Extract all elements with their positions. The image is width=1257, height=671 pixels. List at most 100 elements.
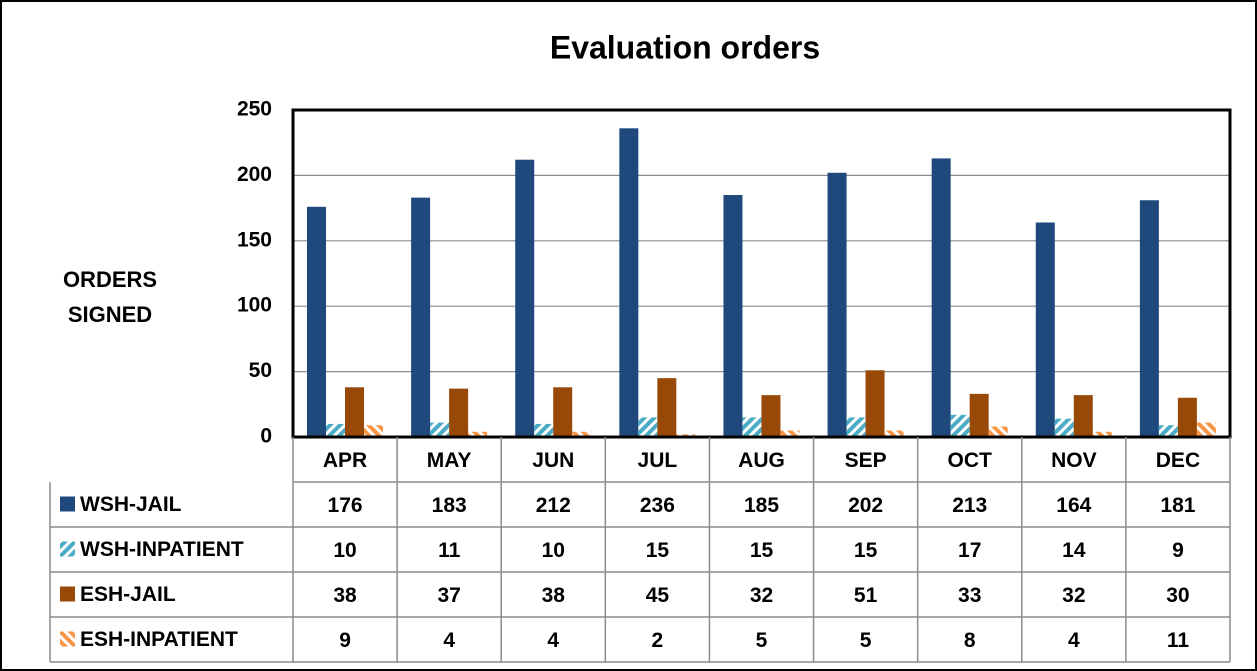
table-value: 181 bbox=[1160, 494, 1195, 517]
bar bbox=[534, 423, 554, 437]
table-value: 38 bbox=[542, 584, 566, 607]
table-value: 14 bbox=[1062, 539, 1086, 562]
bar bbox=[657, 378, 677, 437]
bar bbox=[884, 430, 904, 437]
bar bbox=[865, 370, 885, 437]
table-value: 202 bbox=[848, 494, 883, 517]
table-value: 11 bbox=[438, 539, 461, 562]
bar bbox=[1177, 397, 1197, 437]
bar bbox=[345, 387, 364, 437]
bar bbox=[827, 172, 847, 437]
table-value: 236 bbox=[640, 494, 675, 517]
legend-key bbox=[60, 496, 75, 512]
bar bbox=[950, 414, 970, 437]
bar bbox=[430, 422, 450, 437]
bar bbox=[846, 417, 866, 437]
bar bbox=[638, 417, 658, 437]
table-value: 10 bbox=[333, 539, 356, 562]
bar bbox=[988, 426, 1008, 437]
table-value: 8 bbox=[964, 629, 976, 652]
table-value: 9 bbox=[1172, 539, 1184, 562]
y-tick-label: 250 bbox=[237, 98, 272, 121]
bar bbox=[969, 393, 989, 437]
table-value: 183 bbox=[432, 494, 467, 517]
table-value: 10 bbox=[542, 539, 565, 562]
table-value: 164 bbox=[1056, 494, 1091, 517]
table-value: 4 bbox=[443, 629, 455, 652]
bar bbox=[307, 206, 326, 437]
x-tick-label: DEC bbox=[1156, 449, 1200, 472]
bar bbox=[780, 430, 800, 437]
legend-key bbox=[60, 586, 75, 602]
table-value: 30 bbox=[1166, 584, 1189, 607]
table-value: 2 bbox=[652, 629, 664, 652]
plot-border bbox=[291, 108, 1232, 439]
x-tick-label: SEP bbox=[845, 449, 887, 472]
bar bbox=[515, 159, 535, 438]
bar bbox=[619, 128, 639, 437]
table-value: 4 bbox=[547, 629, 559, 652]
table-value: 185 bbox=[744, 494, 779, 517]
table-value: 32 bbox=[750, 584, 773, 607]
table-value: 5 bbox=[756, 629, 768, 652]
y-axis-label: ORDERS SIGNED bbox=[62, 267, 158, 327]
bar bbox=[1196, 422, 1216, 437]
table-value: 33 bbox=[958, 584, 981, 607]
table-value: 5 bbox=[860, 629, 872, 652]
chart-title: Evaluation orders bbox=[550, 29, 820, 65]
legend-label: WSH-INPATIENT bbox=[80, 538, 244, 561]
table-value: 15 bbox=[750, 539, 774, 562]
bar bbox=[1139, 200, 1159, 437]
table-value: 15 bbox=[646, 539, 670, 562]
y-tick-label: 50 bbox=[249, 359, 272, 382]
table-value: 37 bbox=[437, 584, 460, 607]
bar bbox=[723, 195, 743, 437]
bar bbox=[468, 431, 488, 437]
bar bbox=[411, 197, 431, 437]
legend-key bbox=[60, 631, 75, 647]
bar bbox=[761, 395, 781, 437]
x-tick-label: OCT bbox=[948, 449, 993, 472]
bar bbox=[742, 417, 762, 437]
x-tick-label: MAY bbox=[427, 449, 472, 472]
y-tick-label: 100 bbox=[237, 294, 272, 317]
table-value: 32 bbox=[1062, 584, 1085, 607]
table-value: 4 bbox=[1068, 629, 1080, 652]
table-value: 176 bbox=[328, 494, 363, 517]
bar bbox=[1073, 395, 1093, 437]
bar bbox=[449, 388, 469, 437]
table-value: 38 bbox=[333, 584, 357, 607]
legend-key bbox=[60, 541, 75, 557]
legend-label: ESH-INPATIENT bbox=[80, 628, 238, 651]
x-tick-label: JUN bbox=[532, 449, 574, 472]
bar bbox=[1092, 431, 1112, 437]
table-value: 51 bbox=[854, 584, 878, 607]
y-tick-label: 200 bbox=[237, 163, 272, 186]
table-value: 212 bbox=[536, 494, 571, 517]
table-value: 17 bbox=[958, 539, 981, 562]
y-tick-label: 150 bbox=[237, 228, 272, 251]
x-tick-label: NOV bbox=[1051, 449, 1097, 472]
x-tick-label: AUG bbox=[738, 449, 785, 472]
table-value: 11 bbox=[1167, 629, 1190, 652]
table-value: 213 bbox=[952, 494, 987, 517]
table-value: 9 bbox=[339, 629, 351, 652]
legend-label: WSH-JAIL bbox=[80, 493, 182, 516]
x-tick-label: JUL bbox=[638, 449, 678, 472]
bar bbox=[326, 423, 345, 437]
bar bbox=[572, 431, 592, 437]
bar bbox=[1054, 418, 1074, 437]
bar bbox=[1035, 222, 1055, 437]
table-value: 45 bbox=[646, 584, 670, 607]
y-tick-label: 0 bbox=[260, 425, 272, 448]
x-tick-label: APR bbox=[323, 449, 367, 472]
bar bbox=[364, 425, 383, 437]
legend-label: ESH-JAIL bbox=[80, 583, 176, 606]
bar bbox=[931, 158, 951, 437]
table-value: 15 bbox=[854, 539, 878, 562]
bar bbox=[553, 387, 573, 437]
bar bbox=[1158, 425, 1178, 437]
